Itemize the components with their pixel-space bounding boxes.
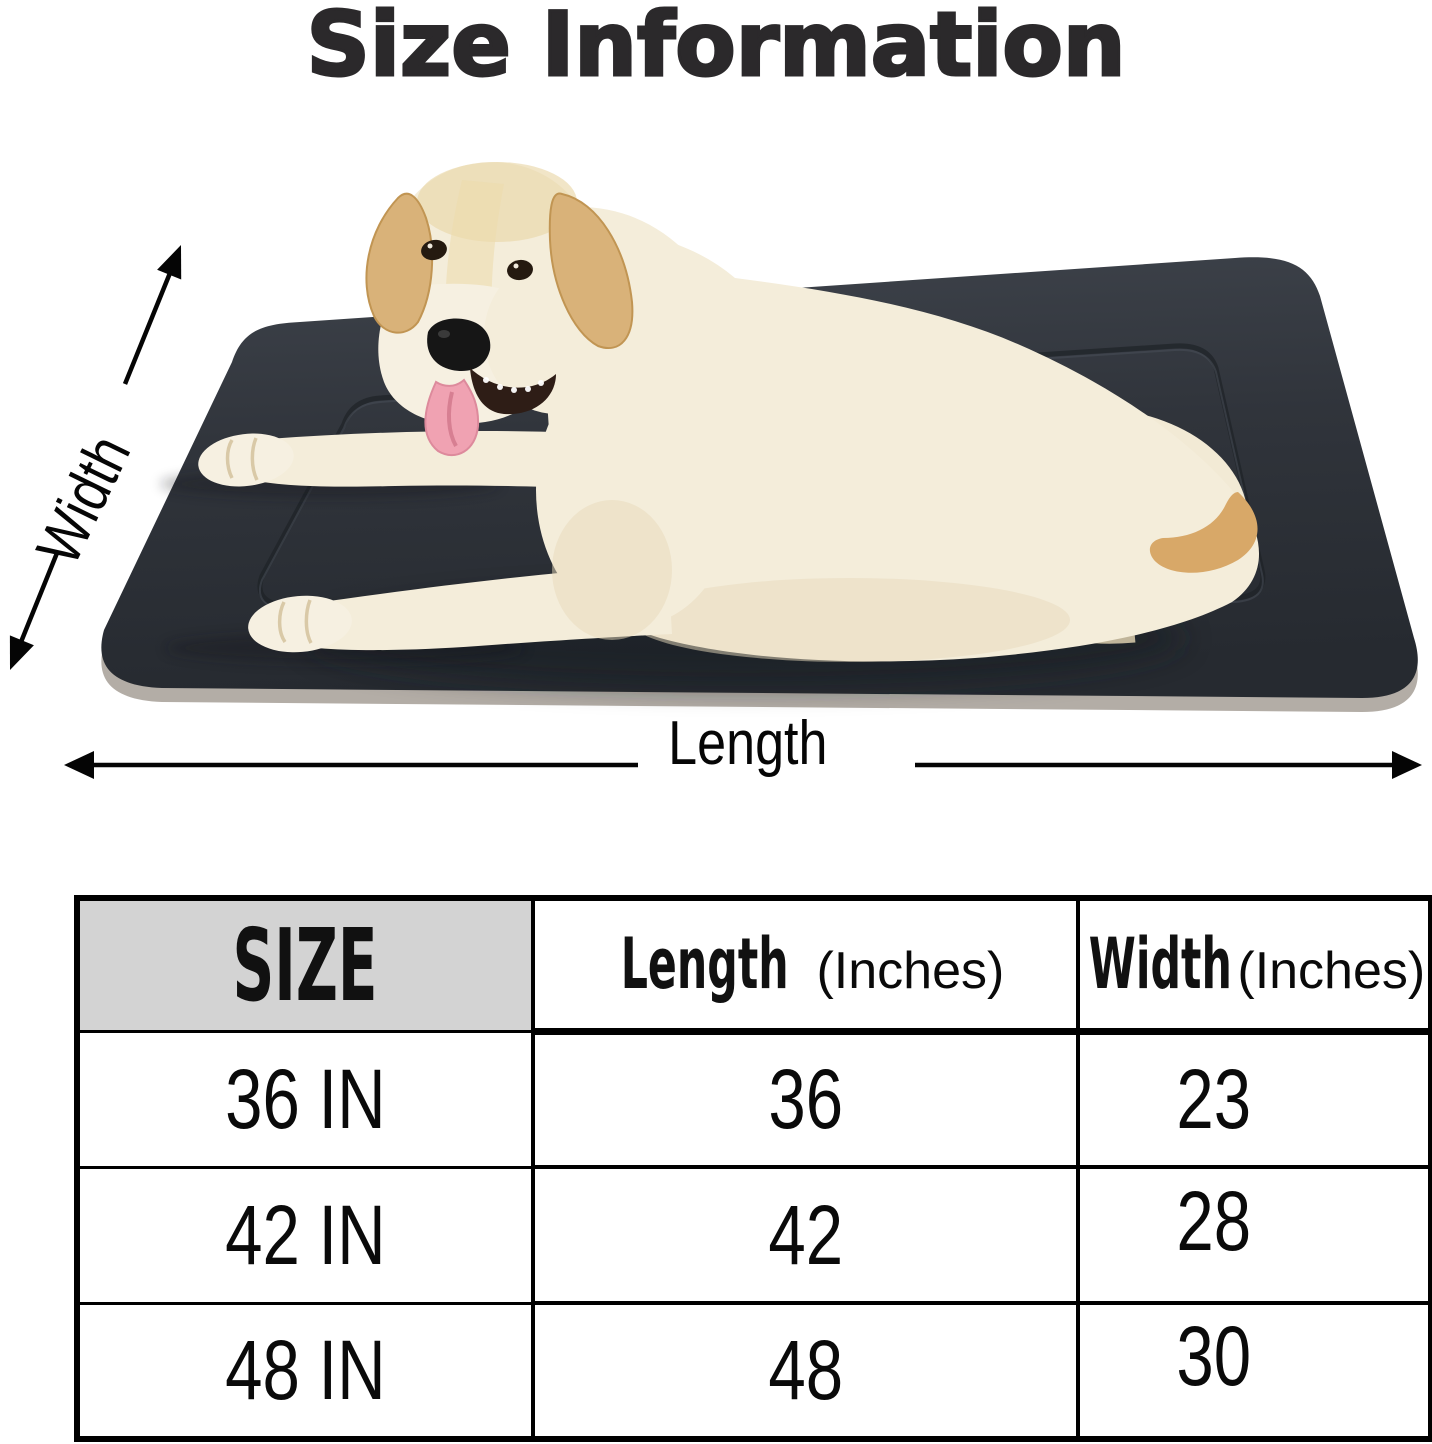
dog-eyes <box>421 239 533 281</box>
cell-length: 42 <box>531 1165 1080 1305</box>
cell-size: 36 IN <box>75 1029 535 1169</box>
cell-size: 48 IN <box>75 1301 535 1441</box>
size-table: SIZE Length (Inches) Width (Inches) 36 IN… <box>74 895 1432 1442</box>
page-title: Size Information <box>305 0 1127 97</box>
dog-head <box>365 162 634 457</box>
cell-length: 36 <box>531 1029 1080 1169</box>
cell-width: 23 <box>1076 1029 1432 1169</box>
dog-right-ear <box>548 192 634 349</box>
header-size: SIZE <box>75 896 535 1033</box>
table-row: 36 IN 36 23 <box>75 1029 1432 1169</box>
dog-tail <box>1149 492 1258 573</box>
dog-left-ear <box>365 192 434 334</box>
cell-width: 28 <box>1076 1165 1432 1305</box>
dog-open-mouth <box>470 368 556 415</box>
length-arrow <box>64 751 1422 779</box>
dog-bed-illustration <box>9 162 1422 779</box>
header-length-inches: Length (Inches) <box>531 896 1080 1035</box>
labrador-dog <box>198 162 1260 662</box>
size-table-header-row: SIZE Length (Inches) Width (Inches) <box>75 896 1432 1035</box>
width-arrow <box>9 245 182 670</box>
dog-body <box>545 230 1260 662</box>
table-row: 42 IN 42 28 <box>75 1165 1432 1305</box>
product-diagram: Width Length <box>0 140 1432 800</box>
cell-size: 42 IN <box>75 1165 535 1305</box>
length-dimension-label: Length <box>668 709 828 778</box>
cell-length: 48 <box>531 1301 1080 1441</box>
header-width-inches: Width (Inches) <box>1076 896 1432 1035</box>
cell-width: 30 <box>1076 1301 1432 1441</box>
dog-tongue <box>424 378 480 457</box>
table-row: 48 IN 48 30 <box>75 1301 1432 1441</box>
